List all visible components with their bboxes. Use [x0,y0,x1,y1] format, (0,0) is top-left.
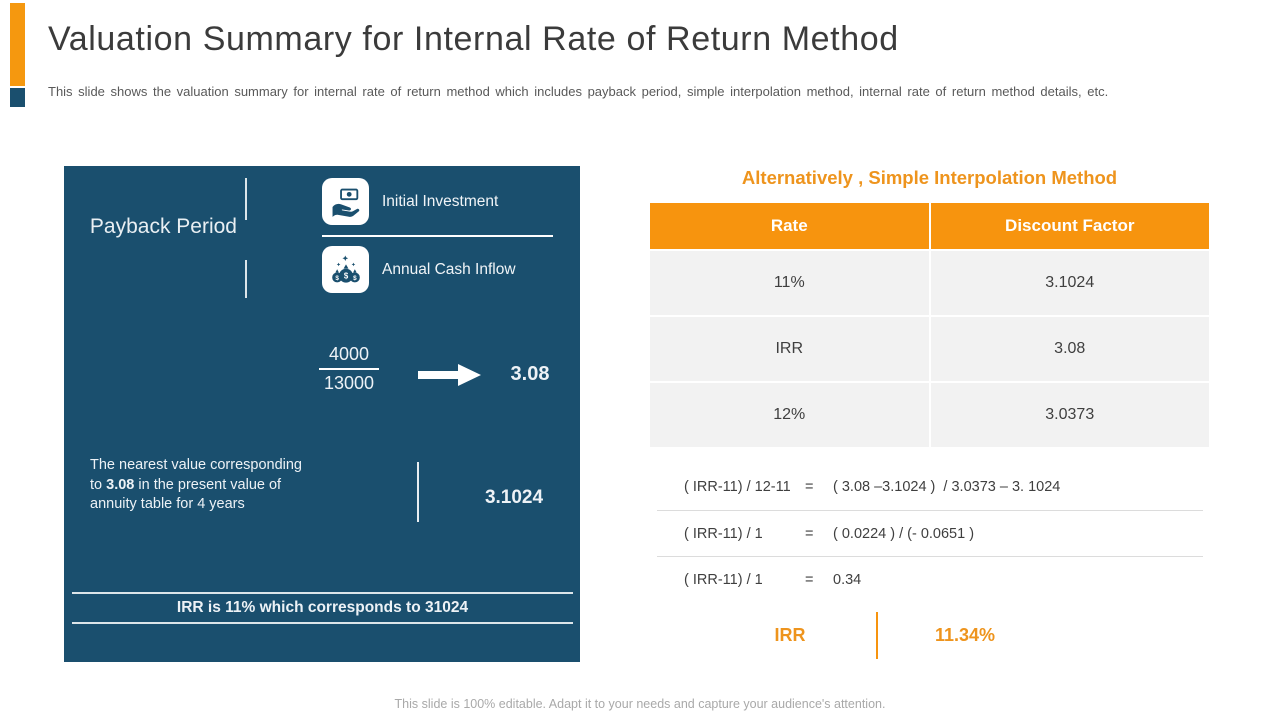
nearest-value: 3.1024 [484,487,544,508]
note-text: in the present value of annuity table fo… [90,476,282,513]
accent-bar-orange [10,3,25,86]
table-cell-factor: 3.1024 [930,251,1209,315]
nearest-value-note: The nearest value corresponding to 3.08 … [90,456,308,515]
accent-square-blue [10,88,25,107]
note-bold-value: 3.08 [106,476,135,493]
svg-text:$: $ [353,274,357,281]
note-text: The nearest value corresponding to [90,457,302,493]
fraction-divider [322,235,553,237]
formula-rhs: ( 0.0224 ) / (- 0.0651 ) [833,525,975,542]
initial-investment-icon [322,178,369,225]
irr-result-label: IRR [774,625,806,645]
irr-result-divider [876,612,878,659]
table-cell-rate: IRR [650,317,929,381]
payback-period-label: Payback Period [89,215,237,238]
arrow-right-icon [418,362,482,388]
formula-lhs: ( IRR-11) / 1 [684,571,763,588]
payback-result-value: 3.08 [510,363,550,385]
interpolation-table: Rate Discount Factor 11% 3.1024 IRR 3.08… [650,203,1209,447]
svg-text:$: $ [343,271,348,280]
money-in-hand-icon [332,188,359,217]
formula-lhs: ( IRR-11) / 1 [684,525,763,542]
formula-rhs: 0.34 [833,571,862,588]
formula-row: ( IRR-11) / 12-11 = ( 3.08 –3.1024 ) / 3… [657,464,1203,510]
formula-list: ( IRR-11) / 12-11 = ( 3.08 –3.1024 ) / 3… [650,464,1209,602]
fraction-numerator: 4000 [319,344,379,370]
interpolation-heading: Alternatively , Simple Interpolation Met… [741,167,1118,188]
fraction-denominator: 13000 [323,373,375,393]
page-subtitle: This slide shows the valuation summary f… [48,84,1109,99]
table-cell-rate: 11% [650,251,929,315]
payback-period-panel: Payback Period Initial Investment [64,166,580,662]
page-title: Valuation Summary for Internal Rate of R… [48,20,899,58]
footer-note: This slide is 100% editable. Adapt it to… [394,697,886,711]
divider-tick [417,462,419,522]
table-header-rate: Rate [650,203,929,249]
table-cell-factor: 3.08 [930,317,1209,381]
formula-equals: = [805,479,814,495]
payback-fraction: 4000 13000 [319,344,379,394]
divider-tick [245,178,247,220]
annual-cash-inflow-icon: $ $ $ [322,246,369,293]
formula-lhs: ( IRR-11) / 12-11 [684,479,791,495]
initial-investment-label: Initial Investment [382,193,499,210]
annual-cash-inflow-label: Annual Cash Inflow [382,261,516,278]
irr-result-value: 11.34% [934,625,996,645]
svg-text:$: $ [335,274,339,281]
formula-row: ( IRR-11) / 1 = ( 0.0224 ) / (- 0.0651 ) [657,510,1203,556]
conclusion-text: IRR is 11% which corresponds to 31024 [176,599,469,616]
conclusion-banner: IRR is 11% which corresponds to 31024 [72,592,573,624]
table-cell-rate: 12% [650,383,929,447]
table-cell-factor: 3.0373 [930,383,1209,447]
table-header-discount-factor: Discount Factor [930,203,1209,249]
formula-row: ( IRR-11) / 1 = 0.34 [657,556,1203,602]
money-bags-icon: $ $ $ [331,254,360,283]
formula-equals: = [805,571,814,588]
divider-tick [245,260,247,298]
formula-rhs: ( 3.08 –3.1024 ) / 3.0373 – 3. 1024 [833,479,1061,495]
formula-equals: = [805,525,814,542]
